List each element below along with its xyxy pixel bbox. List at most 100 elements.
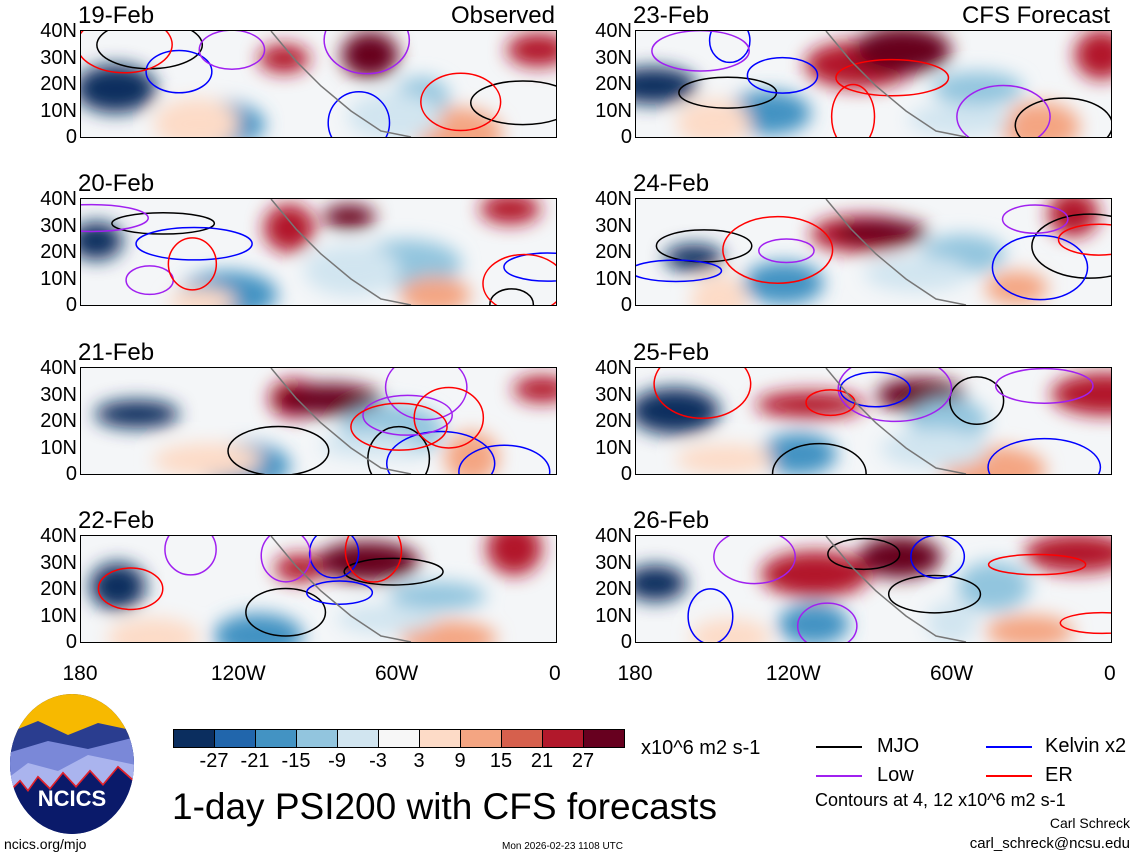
contour-er [987,553,1087,576]
y-tick-label: 40N [40,188,77,210]
contour-mjo [1031,213,1111,279]
colorbar-label: -3 [369,750,387,772]
legend-line-kelvin [986,746,1032,748]
x-tick-label: 0 [549,662,561,685]
y-tick-label: 20N [595,578,632,600]
contour-mjo [111,211,216,235]
psi-anomaly-blob [94,400,180,429]
psi-anomaly-blob [336,604,438,634]
psi-anomaly-blob [985,615,1075,642]
colorbar-label: 27 [571,750,595,772]
y-tick-label: 20N [595,410,632,432]
y-tick-label: 0 [65,126,77,148]
psi-anomaly-blob [81,64,157,113]
psi-anomaly-blob [636,387,720,435]
contour-mjo [887,574,982,614]
contour-low [164,536,217,576]
contour-kelvin [135,226,253,261]
y-tick-label: 20N [595,73,632,95]
panel-date: 19-Feb [78,2,155,29]
map-panel [635,30,1112,138]
x-tick-label: 180 [62,662,98,685]
colorbar-label: -21 [240,750,270,772]
contour-kelvin [987,437,1102,474]
psi-anomaly-blob [347,92,442,137]
contour-low [125,265,175,296]
coastline [825,199,967,305]
email: carl_schreck@ncsu.edu [969,835,1130,852]
psi-anomaly-blob [213,613,304,642]
contour-mjo [489,288,535,305]
map-panel [80,535,557,643]
x-tick-label: 60W [375,662,419,685]
contour-kelvin [386,430,496,474]
contour-low [796,602,858,642]
colorbar-swatch [255,729,297,748]
colorbar-label: -9 [328,750,346,772]
colorbar-swatch [419,729,461,748]
contour-low [956,84,1051,137]
contour-kelvin [327,91,391,137]
contour-low [837,368,953,423]
psi-anomaly-blob [863,255,970,292]
contour-er [167,237,218,291]
colorbar-swatch [337,729,379,748]
y-tick-label: 0 [65,631,77,653]
psi-anomaly-blob [1024,536,1111,573]
panel-date: 21-Feb [78,339,155,366]
psi-anomaly-blob [691,273,748,305]
psi-anomaly-blob [1051,372,1111,416]
y-tick-label: 20N [40,73,77,95]
svg-text:NCICS: NCICS [38,786,106,811]
colorbar-swatch [542,729,584,748]
psi-anomaly-blob [399,276,471,305]
map-panel [80,367,557,475]
psi-anomaly-blob [506,33,556,67]
panel-tag: Observed [450,2,555,29]
colorbar-swatch [296,729,338,748]
psi-anomaly-blob [636,565,687,602]
psi-anomaly-blob [907,103,1011,137]
contour-er [482,253,556,305]
coastline [270,31,412,137]
y-tick-label: 20N [40,241,77,263]
y-tick-label: 40N [40,525,77,547]
x-tick-label: 180 [617,662,653,685]
psi-anomaly-blob [274,383,383,416]
legend-label-mjo: MJO [877,735,920,757]
psi-anomaly-blob [675,444,775,474]
y-tick-label: 40N [595,20,632,42]
x-tick-label: 60W [930,662,974,685]
psi-anomaly-blob [486,536,542,576]
y-tick-label: 10N [40,267,77,290]
psi-anomaly-blob [777,603,850,642]
y-tick-label: 20N [40,578,77,600]
map-panel [635,535,1112,643]
y-tick-label: 10N [595,267,632,290]
y-tick-label: 20N [40,410,77,432]
x-tick-label: 0 [1104,662,1116,685]
y-tick-label: 0 [620,126,632,148]
colorbar-label: 21 [530,750,554,772]
coastline [270,368,412,474]
timestamp: Mon 2026-02-23 1108 UTC [502,841,623,852]
contour-low [362,394,453,436]
site-link[interactable]: ncics.org/mjo [4,836,87,852]
colorbar-swatch [378,729,420,748]
y-tick-label: 10N [595,99,632,122]
legend-line-mjo [816,746,862,748]
contour-low [198,31,266,71]
psi-anomaly-blob [1074,31,1111,80]
colorbar-swatch [460,729,502,748]
y-tick-label: 30N [595,214,632,237]
contour-low [713,536,796,585]
legend-label-er: ER [1045,764,1073,786]
contour-low [384,368,468,421]
contour-mjo [227,425,330,474]
y-tick-label: 40N [595,188,632,210]
panel-date: 25-Feb [633,339,710,366]
contour-kelvin [839,371,911,408]
panel-date: 23-Feb [633,2,710,29]
y-tick-label: 10N [595,604,632,627]
y-tick-label: 0 [65,463,77,485]
